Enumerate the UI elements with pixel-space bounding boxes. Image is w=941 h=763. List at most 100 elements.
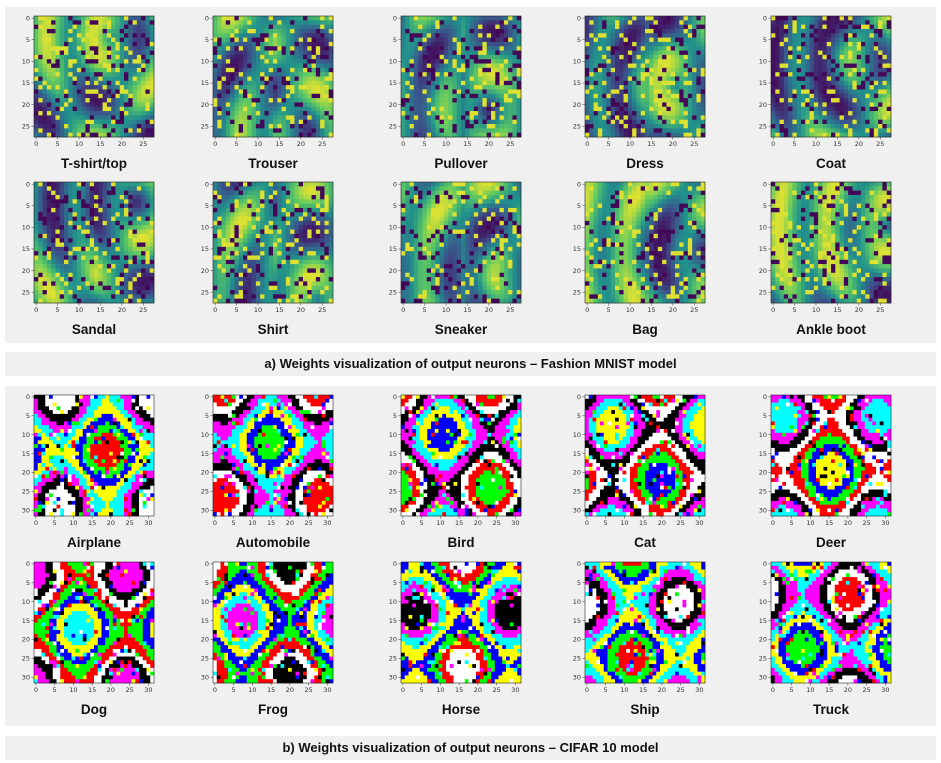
heatmap-cell: [826, 128, 832, 133]
heatmap-cell: [826, 98, 832, 103]
heatmap-cell: [826, 46, 832, 51]
heatmap-cell: [46, 281, 52, 287]
heatmap-cell: [34, 264, 39, 269]
heatmap-cell: [657, 102, 663, 108]
heatmap-cell: [413, 106, 419, 112]
heatmap-cell: [435, 33, 440, 38]
heatmap-cell: [512, 98, 518, 103]
heatmap-cell: [606, 80, 612, 86]
heatmap-cell: [413, 128, 419, 133]
heatmap-cell: [281, 24, 287, 30]
heatmap-cell: [779, 54, 785, 60]
heatmap-cell: [422, 24, 428, 30]
heatmap-cell: [831, 46, 836, 51]
heatmap-cell: [801, 128, 806, 133]
heatmap-cell: [260, 72, 265, 77]
heatmap-cell: [106, 46, 112, 51]
heatmap-cell: [238, 46, 244, 51]
heatmap-cell: [401, 132, 406, 138]
heatmap-cell: [94, 238, 99, 243]
heatmap-cell: [597, 98, 603, 103]
heatmap-cell: [683, 54, 689, 60]
heatmap-cell: [64, 190, 69, 196]
heatmap-cell: [85, 106, 91, 112]
heatmap-cell: [59, 98, 65, 103]
heatmap-cell: [128, 207, 133, 213]
heatmap-cell: [119, 259, 125, 265]
heatmap-cell: [46, 50, 52, 56]
heatmap-cell: [692, 111, 697, 116]
heatmap-cell: [452, 33, 458, 38]
heatmap-cell: [788, 28, 793, 34]
heatmap-cell: [473, 76, 479, 82]
heatmap-cell: [687, 20, 693, 25]
heatmap-cell: [443, 41, 449, 47]
heatmap-cell: [34, 194, 39, 200]
heatmap-cell: [260, 132, 265, 138]
heatmap-cell: [878, 54, 883, 60]
heatmap-cell: [285, 67, 291, 73]
heatmap-cell: [848, 46, 853, 51]
heatmap-cell: [72, 16, 78, 21]
heatmap-cell: [675, 76, 680, 82]
heatmap-cell: [839, 85, 845, 90]
heatmap-cell: [307, 194, 312, 200]
heatmap-cell: [508, 54, 513, 60]
heatmap-cell: [461, 106, 466, 112]
heatmap-cell: [670, 106, 676, 112]
heatmap-cell: [51, 212, 56, 217]
heatmap-cell: [132, 50, 138, 56]
heatmap-cell: [443, 115, 449, 121]
heatmap-cell: [46, 182, 52, 187]
heatmap-cell: [610, 102, 616, 108]
heatmap-cell: [486, 59, 492, 64]
heatmap-cell: [59, 85, 65, 90]
heatmap-cell: [675, 72, 680, 77]
heatmap-cell: [852, 93, 858, 99]
heatmap-cell: [818, 85, 823, 90]
heatmap-cell: [486, 119, 492, 125]
heatmap-cell: [448, 89, 453, 95]
heatmap-cell: [835, 37, 840, 43]
heatmap-cell: [290, 98, 295, 103]
heatmap-cell: [81, 190, 86, 196]
heatmap-cell: [792, 102, 798, 108]
heatmap-cell: [869, 59, 875, 64]
heatmap-cell: [38, 251, 43, 256]
heatmap-cell: [76, 111, 82, 116]
heatmap-cell: [98, 259, 103, 265]
heatmap-cell: [696, 16, 702, 21]
heatmap-cell: [431, 59, 436, 64]
heatmap-cell: [124, 115, 129, 121]
heatmap-cell: [623, 24, 629, 30]
heatmap-cell: [98, 225, 103, 230]
heatmap-cell: [64, 268, 69, 274]
heatmap-cell: [775, 20, 780, 25]
heatmap-cell: [94, 207, 99, 213]
heatmap-cell: [606, 67, 612, 73]
heatmap-cell: [653, 41, 659, 47]
heatmap-cell: [809, 80, 815, 86]
heatmap-cell: [805, 128, 810, 133]
heatmap-cell: [68, 124, 73, 129]
heatmap-cell: [499, 63, 505, 69]
heatmap-cell: [503, 50, 509, 56]
heatmap-cell: [85, 132, 91, 138]
heatmap-cell: [255, 80, 261, 86]
heatmap-cell: [448, 67, 453, 73]
heatmap-cell: [499, 89, 505, 95]
heatmap-cell: [128, 80, 133, 86]
heatmap-cell: [145, 186, 151, 191]
heatmap-cell: [141, 24, 146, 30]
heatmap-cell: [264, 67, 270, 73]
heatmap-cell: [456, 46, 462, 51]
heatmap-cell: [46, 238, 52, 243]
x-tick-label: 0: [585, 140, 589, 148]
heatmap-cell: [692, 102, 697, 108]
heatmap-cell: [42, 246, 48, 252]
heatmap-cell: [136, 33, 142, 38]
heatmap-cell: [645, 63, 650, 69]
heatmap-cell: [149, 190, 155, 196]
heatmap-cell: [848, 106, 853, 112]
heatmap-cell: [149, 37, 155, 43]
